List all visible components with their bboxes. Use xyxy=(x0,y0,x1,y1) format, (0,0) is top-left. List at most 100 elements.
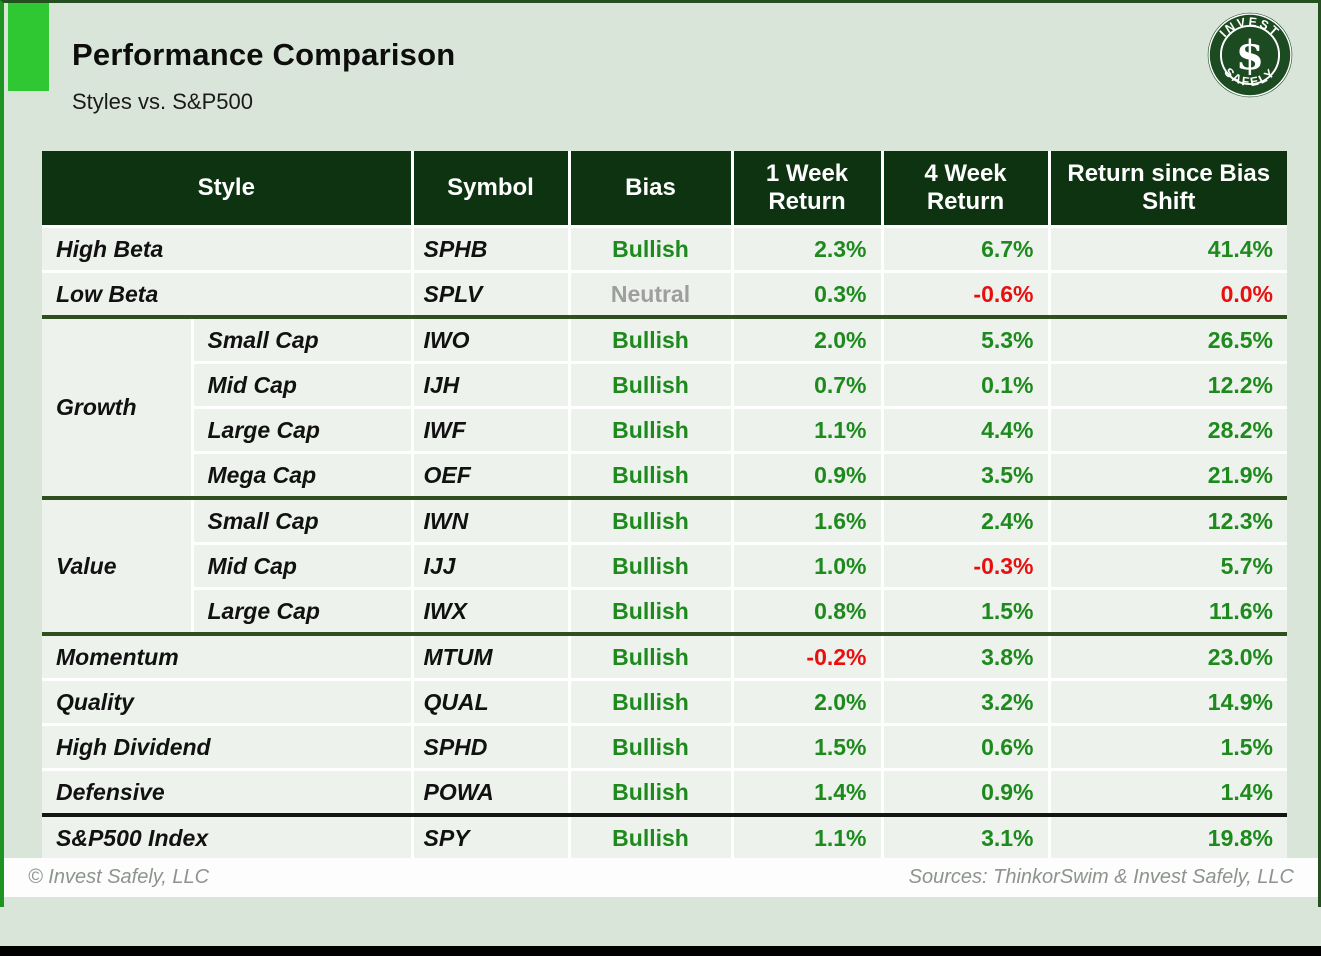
bias-cell: Bullish xyxy=(567,632,734,681)
symbol-cell: SPHD xyxy=(410,723,571,771)
footer-bar: © Invest Safely, LLC Sources: ThinkorSwi… xyxy=(4,858,1318,897)
table-row: Mid Cap IJJ Bullish 1.0% -0.3% 5.7% xyxy=(42,542,1287,590)
return-1-week-cell: 0.8% xyxy=(730,587,884,636)
return-4-week-cell: 3.1% xyxy=(880,813,1051,859)
style-cell: Small Cap xyxy=(190,315,414,364)
return-1-week-cell: 0.9% xyxy=(730,451,884,500)
table-row: High Beta SPHB Bullish 2.3% 6.7% 41.4% xyxy=(42,225,1287,273)
return-4-week-cell: 6.7% xyxy=(880,225,1051,273)
return-since-bias-shift-cell: 12.3% xyxy=(1047,496,1287,545)
return-1-week-cell: 1.4% xyxy=(730,768,884,817)
return-since-bias-shift-cell: 5.7% xyxy=(1047,542,1287,590)
table-body: High Beta SPHB Bullish 2.3% 6.7% 41.4% Low Bet… xyxy=(42,225,1287,859)
return-4-week-cell: 4.4% xyxy=(880,406,1051,454)
symbol-cell: SPHB xyxy=(410,225,571,273)
table-row: Mega Cap OEF Bullish 0.9% 3.5% 21.9% xyxy=(42,451,1287,500)
return-since-bias-shift-cell: 1.5% xyxy=(1047,723,1287,771)
table-row: S&P500 Index SPY Bullish 1.1% 3.1% 19.8% xyxy=(42,813,1287,859)
footer-sources: Sources: ThinkorSwim & Invest Safely, LL… xyxy=(908,866,1294,888)
symbol-cell: IWN xyxy=(410,496,571,545)
bias-cell: Bullish xyxy=(567,587,734,636)
bias-cell: Bullish xyxy=(567,813,734,859)
symbol-cell: IWO xyxy=(410,315,571,364)
table-row: Large Cap IWF Bullish 1.1% 4.4% 28.2% xyxy=(42,406,1287,454)
performance-table: Style Symbol Bias 1 Week Return 4 Week R… xyxy=(42,151,1287,859)
return-4-week-cell: 0.1% xyxy=(880,361,1051,409)
bias-cell: Bullish xyxy=(567,768,734,817)
bias-cell: Bullish xyxy=(567,225,734,273)
symbol-cell: IJJ xyxy=(410,542,571,590)
table-row: Defensive POWA Bullish 1.4% 0.9% 1.4% xyxy=(42,768,1287,817)
return-1-week-cell: 1.6% xyxy=(730,496,884,545)
return-since-bias-shift-cell: 28.2% xyxy=(1047,406,1287,454)
return-4-week-cell: 0.6% xyxy=(880,723,1051,771)
style-cell: Small Cap xyxy=(190,496,414,545)
return-since-bias-shift-cell: 11.6% xyxy=(1047,587,1287,636)
style-cell: Large Cap xyxy=(190,587,414,636)
return-1-week-cell: -0.2% xyxy=(730,632,884,681)
accent-square xyxy=(8,3,49,91)
symbol-cell: IJH xyxy=(410,361,571,409)
slide-content: Performance Comparison Styles vs. S&P500… xyxy=(0,0,1321,907)
table-row: Quality QUAL Bullish 2.0% 3.2% 14.9% xyxy=(42,678,1287,726)
bias-cell: Bullish xyxy=(567,361,734,409)
bias-cell: Bullish xyxy=(567,723,734,771)
style-cell: High Dividend xyxy=(42,723,414,771)
header-style: Style xyxy=(42,151,414,228)
table-header-row: Style Symbol Bias 1 Week Return 4 Week R… xyxy=(42,151,1287,228)
return-since-bias-shift-cell: 14.9% xyxy=(1047,678,1287,726)
return-1-week-cell: 1.5% xyxy=(730,723,884,771)
return-4-week-cell: 3.2% xyxy=(880,678,1051,726)
bottom-black-bar xyxy=(0,946,1321,956)
return-since-bias-shift-cell: 23.0% xyxy=(1047,632,1287,681)
footer-copyright: © Invest Safely, LLC xyxy=(28,866,210,888)
return-1-week-cell: 0.7% xyxy=(730,361,884,409)
symbol-cell: IWX xyxy=(410,587,571,636)
return-1-week-cell: 2.3% xyxy=(730,225,884,273)
style-cell: S&P500 Index xyxy=(42,813,414,859)
table-row: Momentum MTUM Bullish -0.2% 3.8% 23.0% xyxy=(42,632,1287,681)
style-cell: Mid Cap xyxy=(190,542,414,590)
return-4-week-cell: 5.3% xyxy=(880,315,1051,364)
style-cell: Defensive xyxy=(42,768,414,817)
style-cell: Quality xyxy=(42,678,414,726)
table-row: High Dividend SPHD Bullish 1.5% 0.6% 1.5% xyxy=(42,723,1287,771)
invest-safely-logo-icon: INVEST SAFELY $ xyxy=(1207,12,1293,98)
style-cell: Momentum xyxy=(42,632,414,681)
return-since-bias-shift-cell: 41.4% xyxy=(1047,225,1287,273)
symbol-cell: MTUM xyxy=(410,632,571,681)
return-1-week-cell: 2.0% xyxy=(730,678,884,726)
header-return-since-bias-shift: Return since Bias Shift xyxy=(1047,151,1287,228)
style-cell: High Beta xyxy=(42,225,414,273)
bias-cell: Bullish xyxy=(567,542,734,590)
return-4-week-cell: 1.5% xyxy=(880,587,1051,636)
bias-cell: Bullish xyxy=(567,678,734,726)
return-1-week-cell: 0.3% xyxy=(730,270,884,319)
logo-dollar-monogram: $ xyxy=(1236,31,1264,79)
return-since-bias-shift-cell: 0.0% xyxy=(1047,270,1287,319)
header-bias: Bias xyxy=(567,151,734,228)
bias-cell: Neutral xyxy=(567,270,734,319)
symbol-cell: QUAL xyxy=(410,678,571,726)
symbol-cell: IWF xyxy=(410,406,571,454)
return-since-bias-shift-cell: 26.5% xyxy=(1047,315,1287,364)
symbol-cell: SPLV xyxy=(410,270,571,319)
style-group-cell: Growth xyxy=(42,315,194,500)
return-since-bias-shift-cell: 21.9% xyxy=(1047,451,1287,500)
return-4-week-cell: -0.3% xyxy=(880,542,1051,590)
page-title: Performance Comparison xyxy=(72,37,456,72)
style-cell: Mid Cap xyxy=(190,361,414,409)
return-since-bias-shift-cell: 1.4% xyxy=(1047,768,1287,817)
table-row: Value Small Cap IWN Bullish 1.6% 2.4% 12.3% xyxy=(42,496,1287,636)
bias-cell: Bullish xyxy=(567,406,734,454)
page-subtitle: Styles vs. S&P500 xyxy=(72,89,253,114)
return-4-week-cell: 3.8% xyxy=(880,632,1051,681)
style-cell: Low Beta xyxy=(42,270,414,319)
return-1-week-cell: 1.1% xyxy=(730,406,884,454)
return-1-week-cell: 2.0% xyxy=(730,315,884,364)
style-group-cell: Value xyxy=(42,496,194,636)
symbol-cell: POWA xyxy=(410,768,571,817)
table-row: Low Beta SPLV Neutral 0.3% -0.6% 0.0% xyxy=(42,270,1287,319)
table-row: Growth Small Cap IWO Bullish 2.0% 5.3% 26.5% xyxy=(42,315,1287,500)
